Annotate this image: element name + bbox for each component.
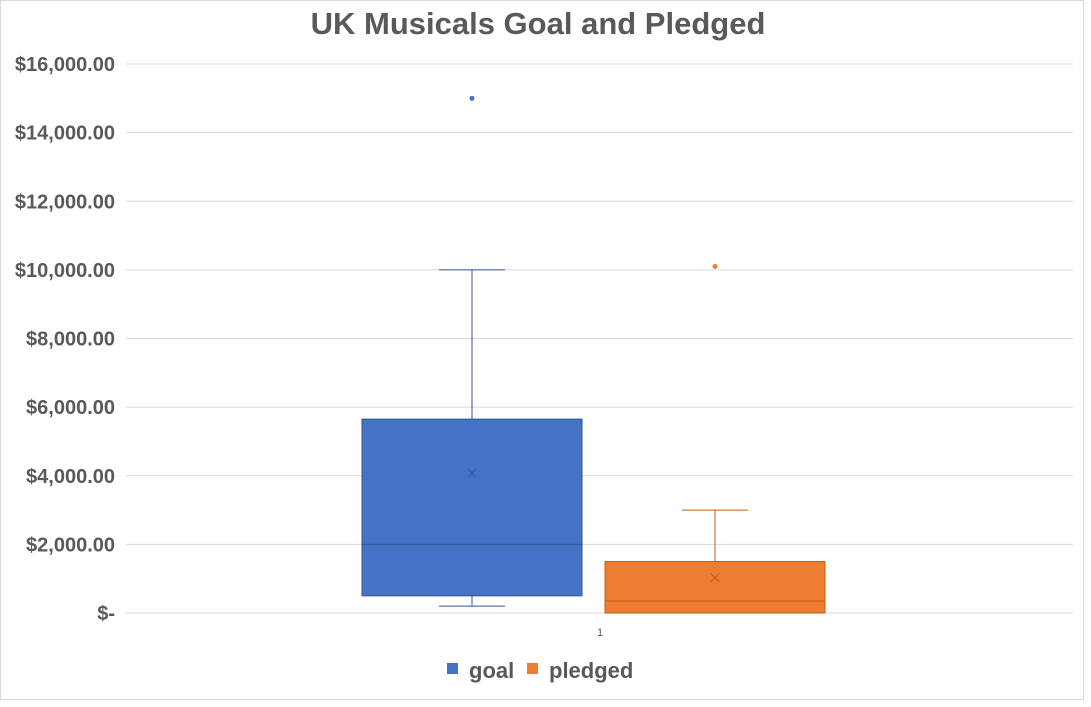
mean-marker-stroke: [467, 468, 477, 478]
box-goal: [361, 95, 583, 607]
legend-label-pledged: pledged: [549, 658, 633, 683]
y-tick-label: $8,000.00: [26, 329, 115, 351]
legend-swatch-pledged: [527, 663, 538, 674]
box-series: [361, 95, 826, 614]
y-tick-label: $10,000.00: [15, 260, 115, 282]
outlier-point: [712, 263, 718, 269]
box-pledged-iqr: [604, 561, 826, 614]
mean-marker: [467, 468, 477, 478]
chart-title: UK Musicals Goal and Pledged: [311, 6, 766, 41]
legend-swatch-goal: [447, 663, 458, 674]
y-tick-label: $4,000.00: [26, 466, 115, 488]
y-tick-label: $6,000.00: [26, 397, 115, 419]
y-axis-tick-labels: $- $2,000.00 $4,000.00 $6,000.00 $8,000.00 $1…: [15, 54, 115, 625]
x-tick-label: 1: [597, 627, 603, 639]
mean-marker: [710, 573, 720, 583]
mean-marker-stroke: [710, 573, 720, 583]
gridlines: [126, 63, 1073, 614]
x-axis-tick-labels: 1: [597, 627, 603, 639]
legend-label-goal: goal: [469, 658, 514, 683]
y-tick-label: $12,000.00: [15, 191, 115, 213]
outlier-point: [469, 95, 475, 101]
y-tick-label: $-: [97, 603, 115, 625]
y-tick-label: $16,000.00: [15, 54, 115, 76]
box-pledged: [604, 263, 826, 614]
legend: goal pledged: [447, 658, 633, 683]
y-tick-label: $14,000.00: [15, 123, 115, 145]
box-goal-iqr: [361, 418, 583, 597]
y-tick-label: $2,000.00: [26, 534, 115, 556]
